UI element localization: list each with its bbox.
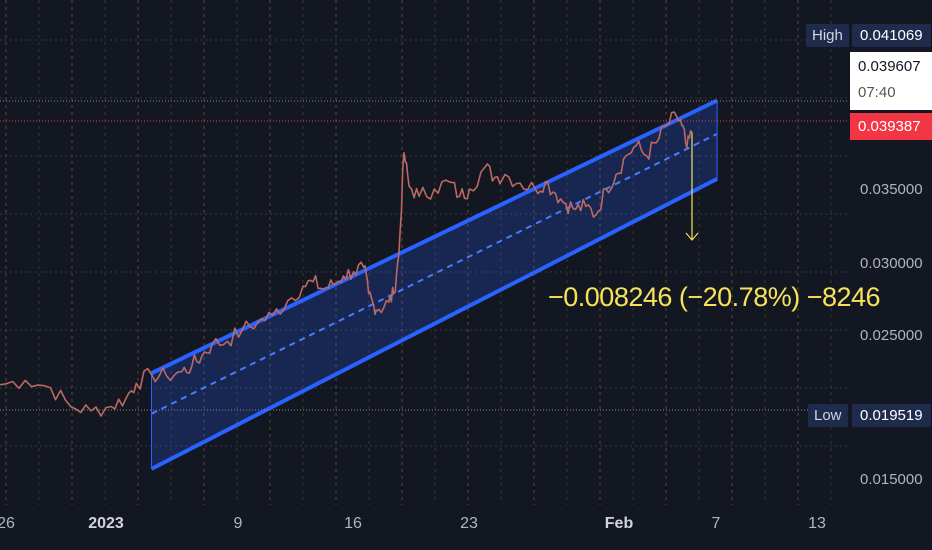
x-tick-label: 26 bbox=[0, 515, 15, 532]
channel-fill bbox=[151, 100, 718, 469]
high-value: 0.041069 bbox=[852, 24, 931, 47]
arrow-head bbox=[685, 232, 699, 241]
channel-lower-line bbox=[150, 177, 719, 471]
x-tick-label: Feb bbox=[604, 515, 634, 532]
y-tick-label: 0.025000 bbox=[860, 327, 923, 344]
price-lines bbox=[0, 100, 848, 411]
last-price: 0.039607 bbox=[858, 58, 921, 75]
x-tick-label: 9 bbox=[233, 515, 243, 532]
low-value: 0.019519 bbox=[852, 404, 931, 427]
price-channel[interactable] bbox=[150, 98, 719, 471]
last-price-box: 0.039607 07:40 bbox=[850, 52, 932, 110]
y-tick-label: 0.015000 bbox=[860, 471, 923, 488]
chart-grid bbox=[0, 0, 848, 505]
low-label: Low bbox=[808, 404, 848, 427]
series-line-red bbox=[0, 111, 693, 417]
x-tick-label: 13 bbox=[808, 515, 826, 532]
x-tick-label: 16 bbox=[344, 515, 362, 532]
y-tick-label: 0.035000 bbox=[860, 181, 923, 198]
y-tick-label: 0.030000 bbox=[860, 255, 923, 272]
x-tick-label: 7 bbox=[711, 515, 721, 532]
measure-arrow bbox=[685, 132, 699, 241]
measurement-label: −0.008246 (−20.78%) −8246 bbox=[548, 282, 881, 312]
countdown: 07:40 bbox=[858, 84, 896, 101]
x-tick-label: 2023 bbox=[88, 515, 124, 532]
price-series bbox=[0, 111, 693, 417]
current-price-box: 0.039387 bbox=[850, 113, 932, 140]
current-price: 0.039387 bbox=[858, 118, 921, 135]
high-label: High bbox=[806, 24, 849, 47]
x-tick-label: 23 bbox=[460, 515, 478, 532]
channel-upper-line bbox=[150, 98, 718, 375]
